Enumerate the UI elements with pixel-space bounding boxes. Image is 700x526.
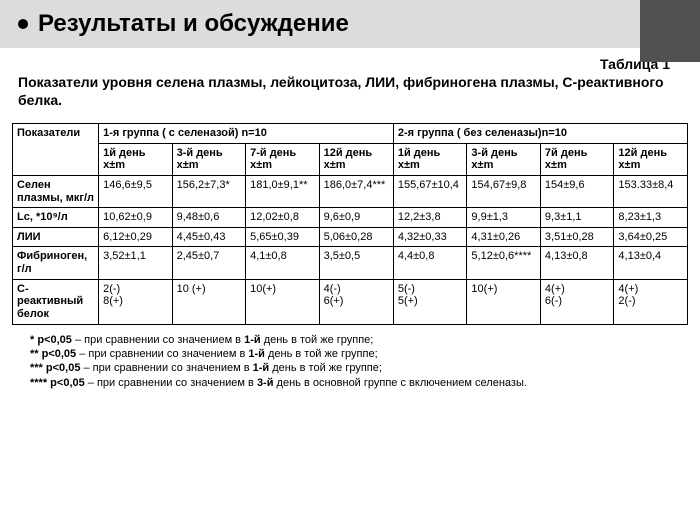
table-body: Селен плазмы, мкг/л146,6±9,5156,2±7,3*18… [13, 175, 688, 324]
footnote-line: *** p<0,05 – при сравнении со значением … [30, 361, 682, 375]
cell-value: 4,45±0,43 [172, 227, 246, 247]
cell-value: 10(+) [246, 279, 320, 324]
cell-value: 10(+) [467, 279, 541, 324]
footnote-line: * p<0,05 – при сравнении со значением в … [30, 333, 682, 347]
col-header-day: 3-й день x±m [467, 143, 541, 175]
cell-value: 12,2±3,8 [393, 208, 467, 228]
header-band: Результаты и обсуждение [0, 0, 700, 48]
table-row: Lc, *10⁹/л10,62±0,99,48±0,612,02±0,89,6±… [13, 208, 688, 228]
cell-value: 9,48±0,6 [172, 208, 246, 228]
cell-value: 9,6±0,9 [319, 208, 393, 228]
col-header-day: 12й день x±m [319, 143, 393, 175]
cell-value: 12,02±0,8 [246, 208, 320, 228]
col-header-group1: 1-я группа ( с селеназой) n=10 [99, 124, 394, 144]
cell-value: 10 (+) [172, 279, 246, 324]
cell-value: 154±9,6 [540, 175, 614, 207]
cell-value: 4,31±0,26 [467, 227, 541, 247]
cell-value: 155,67±10,4 [393, 175, 467, 207]
col-header-group2: 2-я группа ( без селеназы)n=10 [393, 124, 687, 144]
data-table: Показатели 1-я группа ( с селеназой) n=1… [12, 123, 688, 325]
cell-value: 153.33±8,4 [614, 175, 688, 207]
cell-value: 8,23±1,3 [614, 208, 688, 228]
cell-value: 4,13±0,4 [614, 247, 688, 279]
cell-value: 9,9±1,3 [467, 208, 541, 228]
cell-value: 4(-) 6(+) [319, 279, 393, 324]
footnote-line: ** p<0,05 – при сравнении со значением в… [30, 347, 682, 361]
cell-value: 4,1±0,8 [246, 247, 320, 279]
caption-block: Таблица 1 Показатели уровня селена плазм… [0, 48, 700, 113]
cell-param: Фибриноген, г/л [13, 247, 99, 279]
cell-value: 5,12±0,6**** [467, 247, 541, 279]
footnote-line: **** p<0,05 – при сравнении со значением… [30, 376, 682, 390]
cell-value: 3,51±0,28 [540, 227, 614, 247]
cell-value: 3,64±0,25 [614, 227, 688, 247]
cell-value: 4,32±0,33 [393, 227, 467, 247]
col-header-day: 12й день x±m [614, 143, 688, 175]
cell-param: С-реактивный белок [13, 279, 99, 324]
cell-value: 3,52±1,1 [99, 247, 173, 279]
cell-value: 10,62±0,9 [99, 208, 173, 228]
cell-value: 6,12±0,29 [99, 227, 173, 247]
col-header-param: Показатели [13, 124, 99, 176]
cell-value: 2(-) 8(+) [99, 279, 173, 324]
cell-param: ЛИИ [13, 227, 99, 247]
col-header-day: 7-й день x±m [246, 143, 320, 175]
cell-value: 154,67±9,8 [467, 175, 541, 207]
cell-value: 146,6±9,5 [99, 175, 173, 207]
cell-value: 2,45±0,7 [172, 247, 246, 279]
bullet-icon [18, 19, 28, 29]
page-title: Результаты и обсуждение [38, 10, 349, 38]
table-row: Селен плазмы, мкг/л146,6±9,5156,2±7,3*18… [13, 175, 688, 207]
table-label: Таблица 1 [18, 56, 682, 72]
col-header-day: 3-й день x±m [172, 143, 246, 175]
cell-value: 181,0±9,1** [246, 175, 320, 207]
cell-value: 156,2±7,3* [172, 175, 246, 207]
cell-value: 5(-) 5(+) [393, 279, 467, 324]
col-header-day: 1й день x±m [393, 143, 467, 175]
table-row: С-реактивный белок2(-) 8(+)10 (+)10(+)4(… [13, 279, 688, 324]
cell-value: 4,13±0,8 [540, 247, 614, 279]
col-header-day: 1й день x±m [99, 143, 173, 175]
cell-value: 4(+) 2(-) [614, 279, 688, 324]
cell-param: Lc, *10⁹/л [13, 208, 99, 228]
footnotes: * p<0,05 – при сравнении со значением в … [0, 331, 700, 390]
cell-value: 186,0±7,4*** [319, 175, 393, 207]
table-caption: Показатели уровня селена плазмы, лейкоци… [18, 74, 682, 109]
cell-value: 4,4±0,8 [393, 247, 467, 279]
corner-block [640, 0, 700, 62]
cell-value: 4(+) 6(-) [540, 279, 614, 324]
col-header-day: 7й день x±m [540, 143, 614, 175]
cell-value: 3,5±0,5 [319, 247, 393, 279]
table-row: ЛИИ6,12±0,294,45±0,435,65±0,395,06±0,284… [13, 227, 688, 247]
cell-param: Селен плазмы, мкг/л [13, 175, 99, 207]
table-row: Фибриноген, г/л3,52±1,12,45±0,74,1±0,83,… [13, 247, 688, 279]
cell-value: 5,65±0,39 [246, 227, 320, 247]
cell-value: 5,06±0,28 [319, 227, 393, 247]
cell-value: 9,3±1,1 [540, 208, 614, 228]
